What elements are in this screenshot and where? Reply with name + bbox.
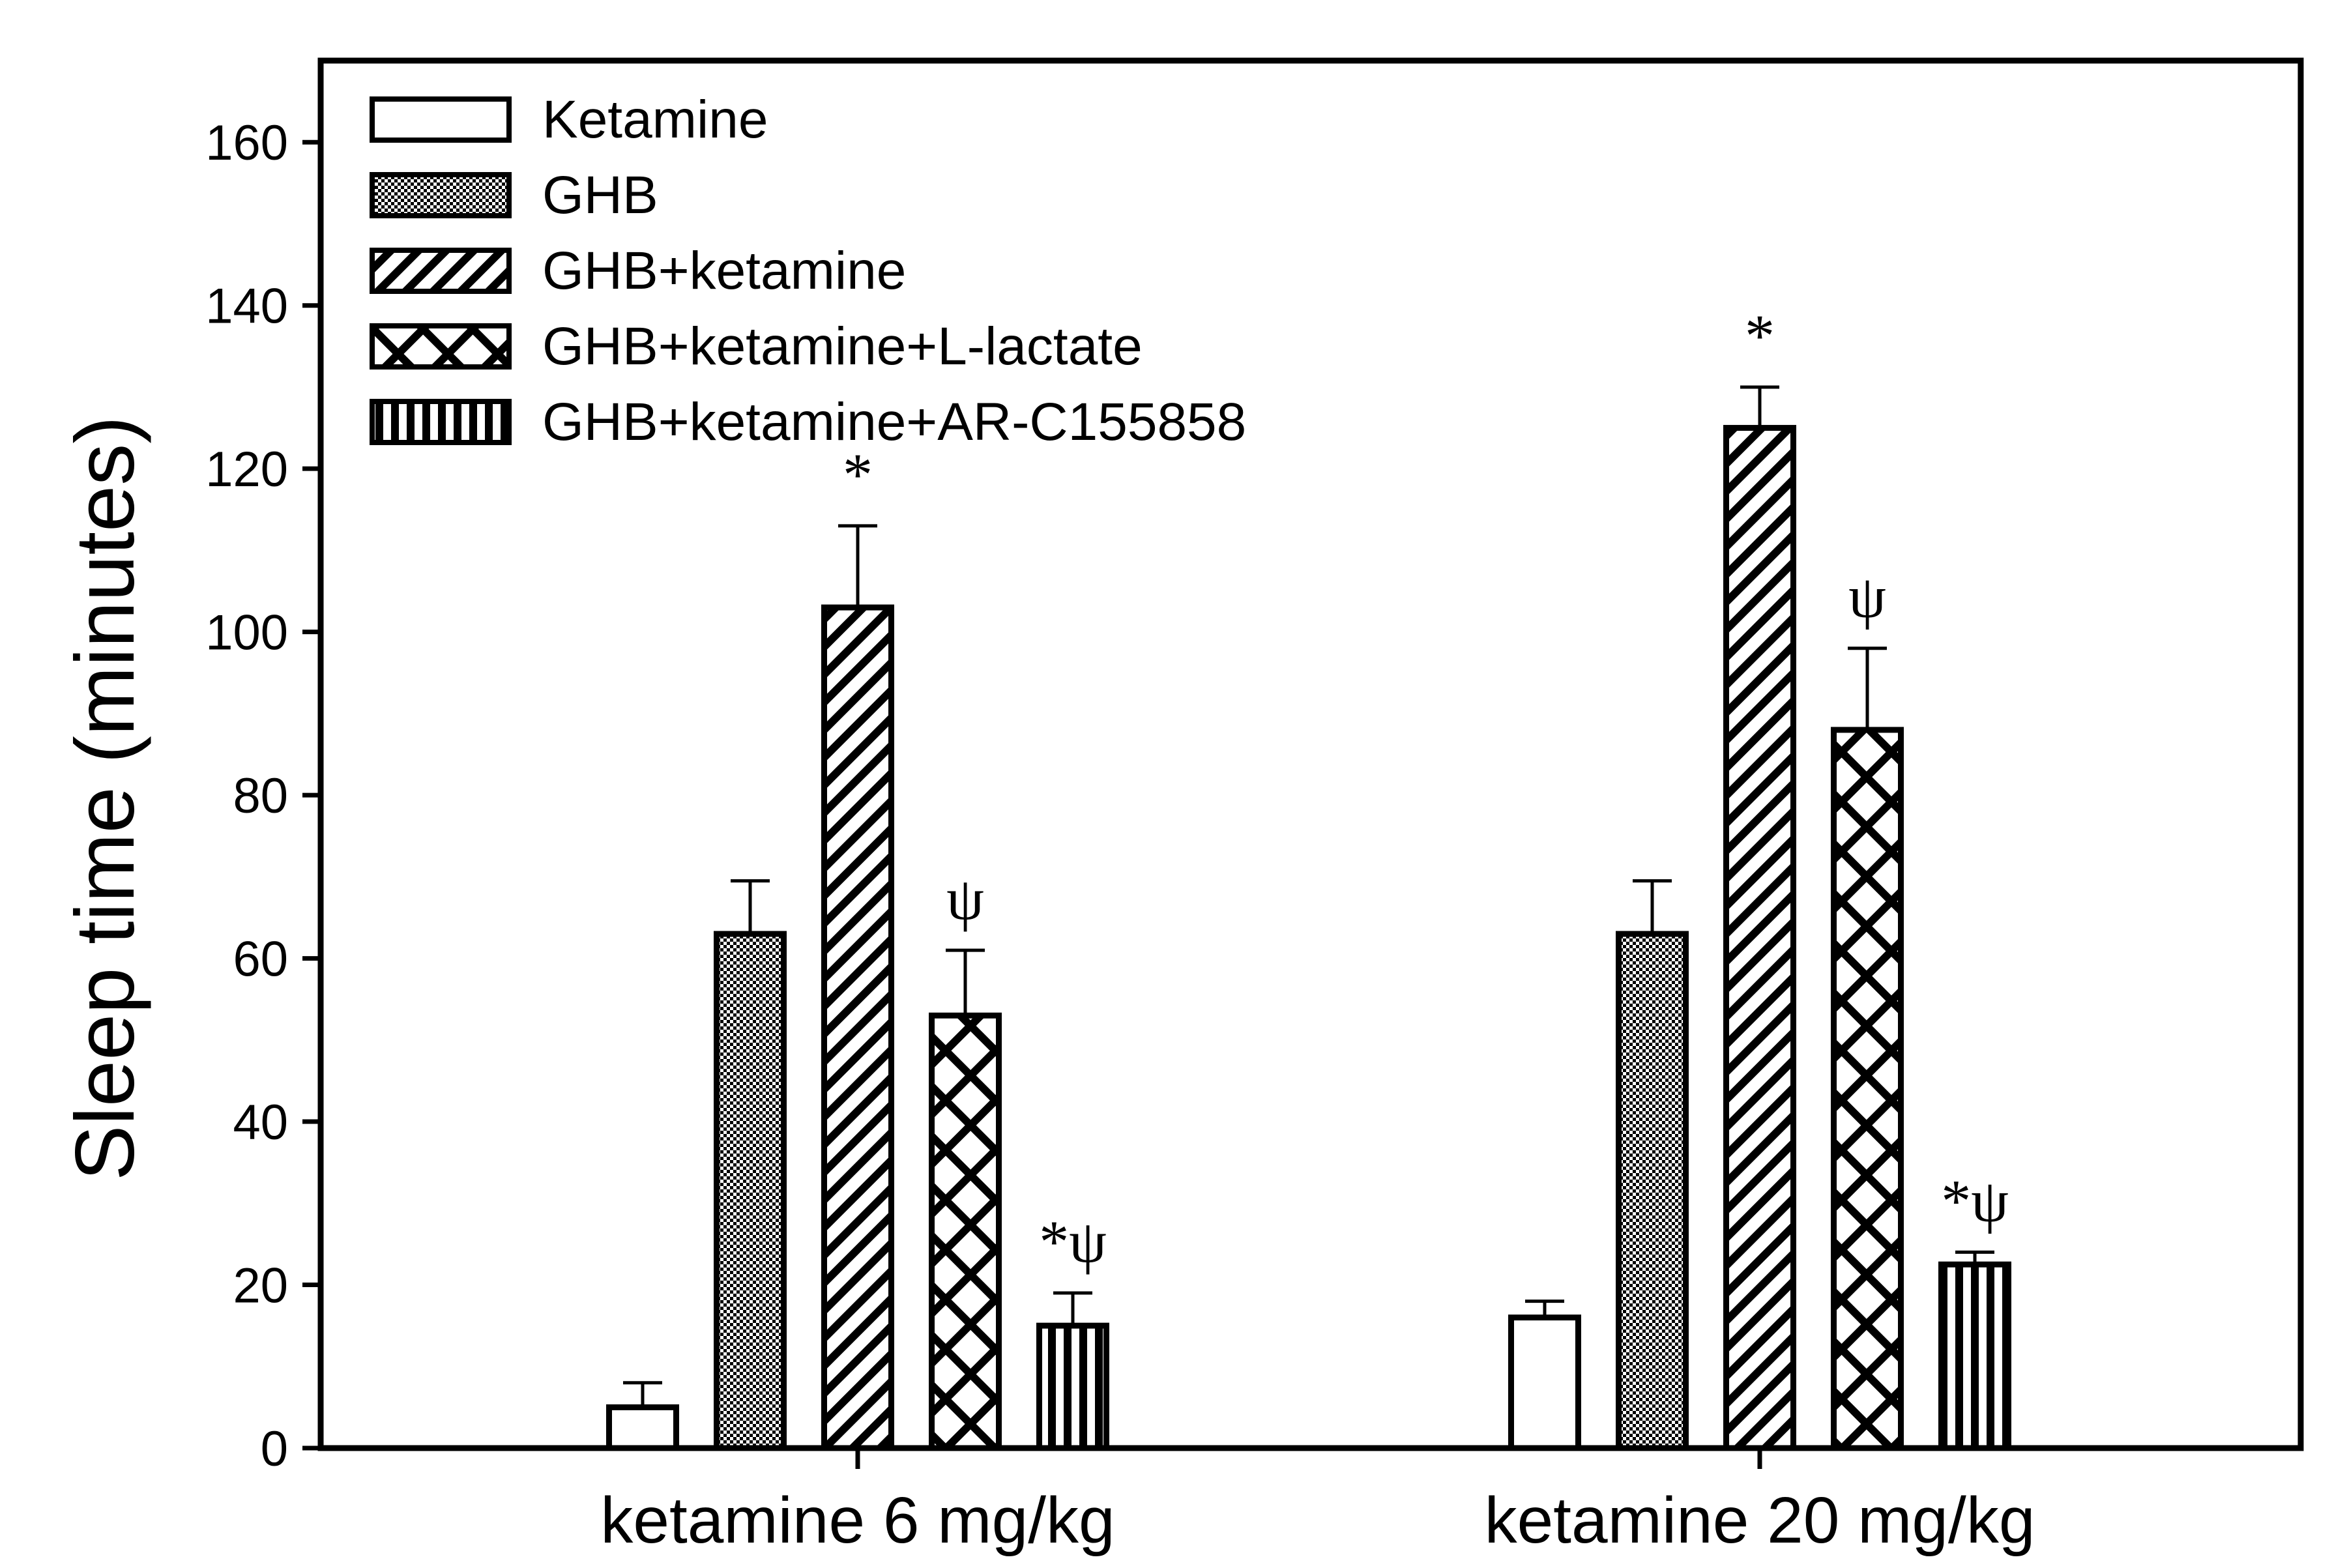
significance-marker: ψ: [1848, 564, 1886, 630]
significance-marker: *ψ: [1039, 1208, 1107, 1275]
bar-open: [1508, 1314, 1581, 1451]
bar-dense-dots: [714, 931, 787, 1451]
y-tick-label: 80: [233, 768, 288, 824]
y-tick-label: 60: [233, 932, 288, 987]
significance-marker: ψ: [946, 865, 984, 932]
y-tick-label: 40: [233, 1095, 288, 1150]
legend-label: Ketamine: [542, 90, 768, 149]
legend-label: GHB+ketamine+L-lactate: [542, 317, 1143, 376]
legend-swatch-crosshatch: [370, 323, 512, 370]
significance-marker: *ψ: [1941, 1167, 2009, 1234]
y-tick-label: 100: [205, 605, 288, 661]
y-tick-label: 20: [233, 1258, 288, 1314]
legend-swatch-diagonal: [370, 248, 512, 294]
y-axis-title: Sleep time (minutes): [59, 416, 152, 1181]
legend-label: GHB: [542, 166, 658, 225]
bars-group: *ψ*ψ*ψ*ψ: [606, 302, 2011, 1451]
legend-swatch-dense-dots: [370, 172, 512, 218]
bar-crosshatch: [1831, 727, 1904, 1451]
plot-frame: [317, 57, 2304, 1451]
bar-vertical: [1938, 1261, 2011, 1451]
x-category-label: ketamine 6 mg/kg: [600, 1484, 1115, 1557]
significance-marker: *: [1745, 302, 1775, 369]
significance-marker: *: [843, 441, 873, 508]
y-tick-label: 0: [261, 1421, 288, 1477]
bar-open: [606, 1404, 679, 1451]
bar-dense-dots: [1616, 931, 1689, 1451]
legend: Ketamine GHB GHB+ketamine GHB+ketamine+L-la…: [370, 90, 1246, 452]
legend-label: GHB+ketamine+AR-C155858: [542, 392, 1246, 452]
x-category-label: ketamine 20 mg/kg: [1485, 1484, 2035, 1557]
bar-crosshatch: [929, 1012, 1002, 1451]
legend-swatch-open: [370, 96, 512, 143]
y-tick-label: 120: [205, 442, 288, 497]
y-axis: 0 20 40 60 80 100 120 140 160: [205, 115, 321, 1477]
y-tick-label: 160: [205, 115, 288, 171]
legend-label: GHB+ketamine: [542, 241, 906, 300]
bar-diagonal: [1723, 425, 1796, 1451]
y-tick-label: 140: [205, 279, 288, 334]
bar-diagonal: [821, 604, 894, 1451]
legend-swatch-vertical: [370, 399, 512, 445]
x-axis: ketamine 6 mg/kg ketamine 20 mg/kg: [600, 1448, 2035, 1557]
bar-vertical: [1036, 1322, 1109, 1451]
